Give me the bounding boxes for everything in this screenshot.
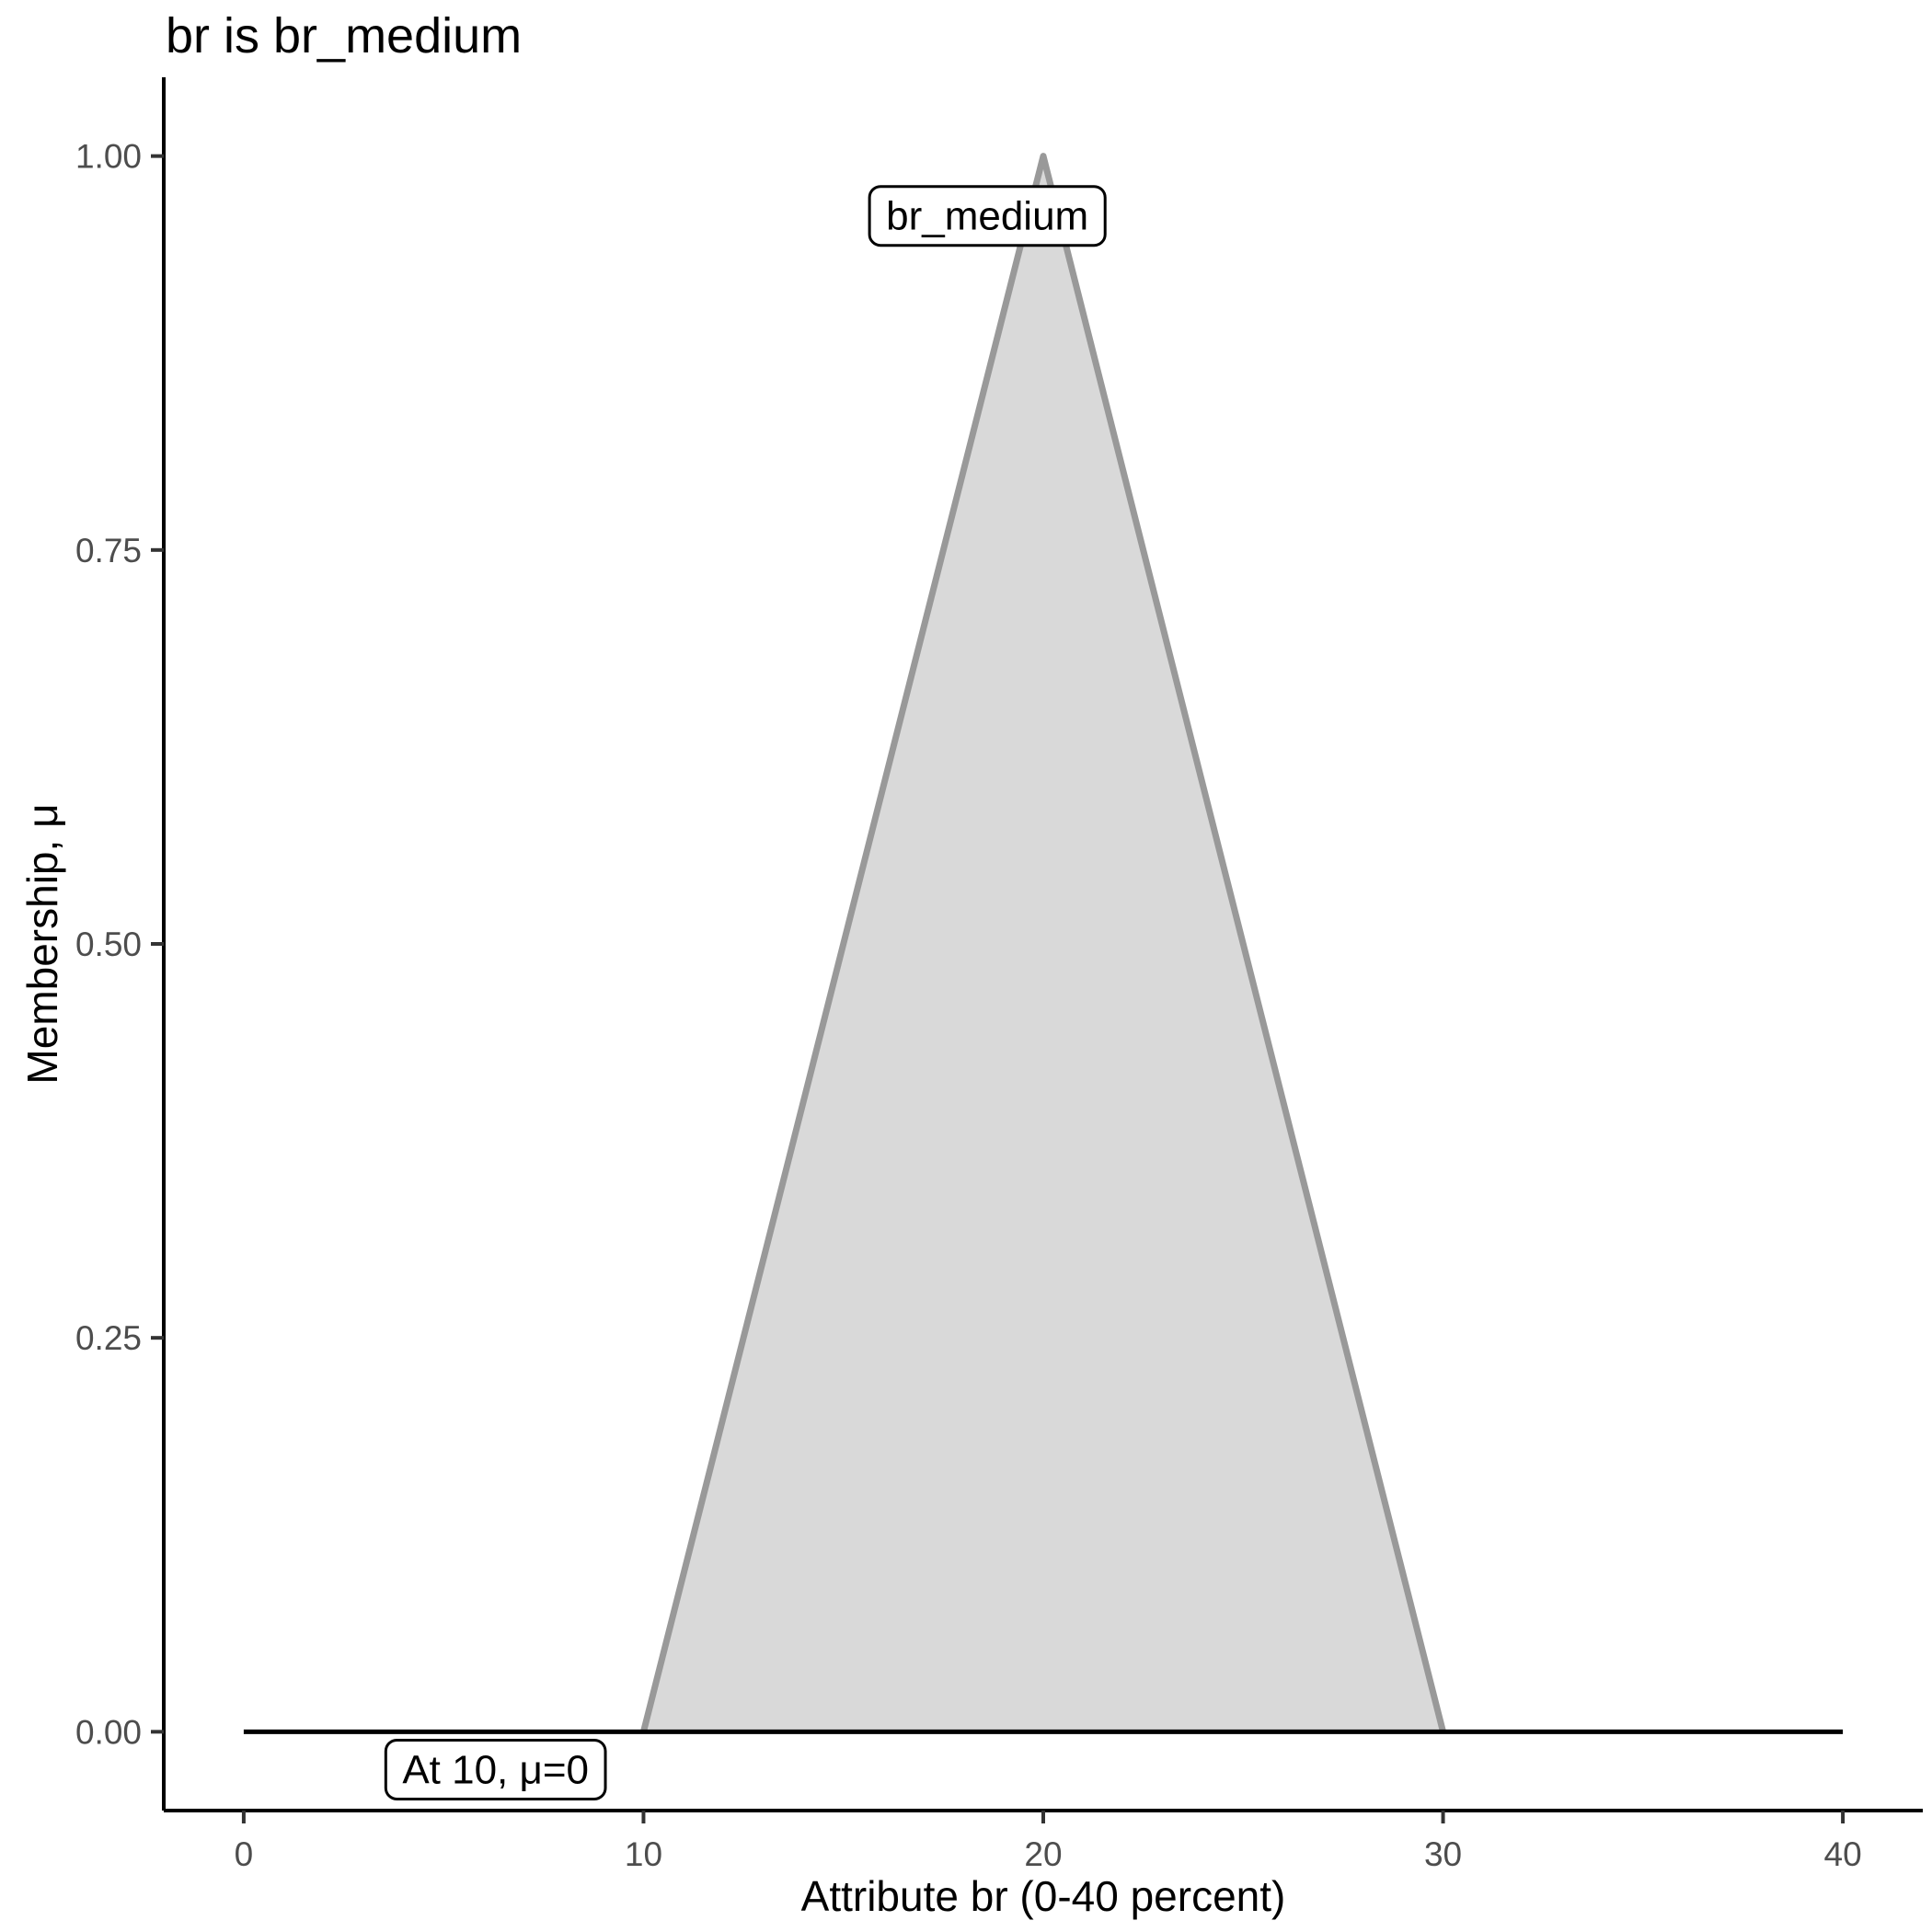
annotation-text: At 10, μ=0 [402, 1747, 589, 1792]
y-tick-label: 1.00 [75, 138, 142, 176]
annotation-text: br_medium [886, 194, 1088, 239]
y-tick-label: 0.00 [75, 1713, 142, 1751]
annotation-box [868, 185, 1107, 247]
x-tick-label: 0 [235, 1835, 254, 1873]
x-tick-label: 20 [1024, 1835, 1062, 1873]
x-axis-title: Attribute br (0-40 percent) [800, 1872, 1286, 1920]
x-tick-label: 10 [625, 1835, 662, 1873]
y-tick-label: 0.25 [75, 1319, 142, 1357]
x-tick-label: 30 [1424, 1835, 1462, 1873]
y-tick-label: 0.75 [75, 532, 142, 569]
y-tick-label: 0.50 [75, 926, 142, 963]
x-tick-label: 40 [1824, 1835, 1862, 1873]
annotation-box [384, 1738, 607, 1800]
membership-area [643, 155, 1443, 1732]
y-axis-title: Membership, μ [18, 803, 66, 1085]
membership-outline [640, 153, 1446, 1733]
plot-title: br is br_medium [166, 8, 523, 63]
